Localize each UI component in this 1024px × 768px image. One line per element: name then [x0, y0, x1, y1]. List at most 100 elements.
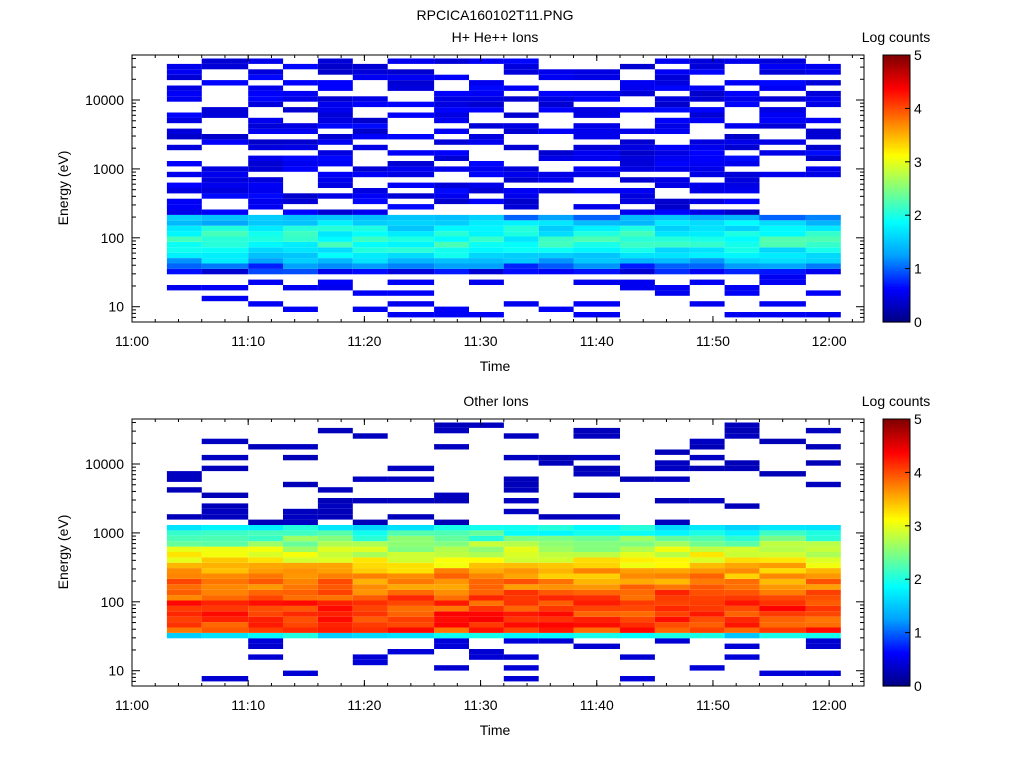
heatmap-cell [387, 622, 435, 628]
colorbar-segment [883, 206, 910, 210]
plot-frame [131, 418, 865, 687]
heatmap-cell [201, 134, 249, 140]
heatmap-cell [387, 573, 435, 579]
heatmap-cell [434, 562, 469, 569]
colorbar-segment [883, 172, 910, 176]
heatmap-cell [317, 627, 353, 633]
x-tick-label: 11:20 [347, 333, 381, 349]
heatmap-cell [434, 150, 469, 156]
colorbar-segment [883, 674, 910, 678]
heatmap-cell [283, 611, 318, 617]
heatmap-cell [538, 177, 574, 183]
heatmap-cell [248, 589, 284, 596]
colorbar-segment [883, 603, 910, 607]
colorbar-segment [883, 432, 910, 436]
heatmap-cell [689, 535, 725, 542]
heatmap-cell [352, 209, 388, 215]
heatmap-cell [387, 80, 435, 86]
heatmap-cell [759, 438, 806, 445]
colorbar-segment [883, 597, 910, 600]
heatmap-cell [166, 231, 202, 237]
heatmap-cell [573, 465, 620, 472]
heatmap-cell [387, 301, 435, 307]
heatmap-cell [352, 193, 388, 199]
heatmap-cell [201, 209, 249, 215]
y-tick-label: 10000 [85, 456, 124, 472]
colorbar-segment [883, 86, 910, 89]
heatmap-cell [283, 519, 318, 525]
heatmap-cell [201, 503, 249, 509]
heatmap-cell [689, 247, 725, 253]
heatmap-cell [317, 573, 353, 579]
heatmap-cell [434, 525, 469, 531]
heatmap-cell [689, 584, 725, 590]
heatmap-cell [654, 220, 690, 226]
heatmap-cell [166, 471, 202, 477]
colorbar-segment [883, 150, 910, 154]
heatmap-cell [166, 525, 202, 531]
colorbar-segment [883, 88, 910, 92]
heatmap-cell [538, 247, 574, 253]
heatmap-cell [434, 117, 469, 124]
heatmap-cell [724, 535, 760, 542]
heatmap-cell [248, 546, 284, 552]
colorbar-segment [883, 534, 910, 538]
heatmap-cell [805, 616, 841, 623]
heatmap-cell [283, 161, 318, 167]
heatmap-cell [689, 225, 725, 232]
colorbar-segment [883, 652, 910, 656]
heatmap-cell [434, 90, 469, 97]
heatmap-cell [503, 247, 539, 253]
heatmap-cell [166, 573, 202, 579]
heatmap-cell [689, 252, 725, 259]
heatmap-cell [538, 627, 574, 633]
heatmap-cell [201, 252, 249, 259]
heatmap-cell [434, 638, 469, 644]
heatmap-cell [805, 252, 841, 259]
heatmap-cell [573, 605, 620, 612]
heatmap-cell [166, 568, 202, 574]
colorbar-segment [883, 66, 910, 69]
heatmap-cell [166, 611, 202, 617]
colorbar-segment [883, 181, 910, 185]
colorbar-segment [883, 663, 910, 667]
heatmap-cell [352, 595, 388, 601]
heatmap-cell [387, 58, 435, 64]
heatmap-cell [538, 231, 574, 237]
heatmap-cell [387, 112, 435, 118]
heatmap-cell [654, 285, 690, 291]
heatmap-cell [352, 63, 388, 70]
heatmap-cell [387, 247, 435, 253]
heatmap-cell [201, 535, 249, 542]
heatmap-cell [283, 627, 318, 633]
y-axis-label: Energy (eV) [55, 515, 71, 590]
heatmap-cell [538, 268, 574, 275]
colorbar-segment [883, 308, 910, 312]
heatmap-cell [654, 449, 690, 455]
colorbar-segment [883, 219, 910, 223]
heatmap-cell [317, 508, 353, 515]
heatmap-cell [317, 530, 353, 536]
heatmap-cell [387, 605, 435, 612]
colorbar-segment [883, 235, 910, 239]
colorbar-segment [883, 514, 910, 518]
heatmap-cell [689, 454, 725, 461]
heatmap-cell [352, 616, 388, 623]
heatmap-cell [469, 188, 504, 194]
heatmap-cell [387, 101, 435, 108]
heatmap-cell [689, 611, 725, 617]
heatmap-cell [248, 241, 284, 248]
heatmap-cell [503, 557, 539, 563]
heatmap-cell [620, 611, 655, 617]
colorbar-segment [883, 439, 910, 442]
colorbar-segment [883, 552, 910, 556]
heatmap-cell [620, 150, 655, 156]
colorbar-segment [883, 628, 910, 631]
heatmap-cell [759, 670, 806, 676]
heatmap-cell [620, 258, 655, 264]
heatmap-cell [503, 611, 539, 617]
heatmap-cell [201, 220, 249, 226]
colorbar-segment [883, 459, 910, 462]
heatmap-cell [724, 605, 760, 612]
heatmap-cell [352, 306, 388, 312]
